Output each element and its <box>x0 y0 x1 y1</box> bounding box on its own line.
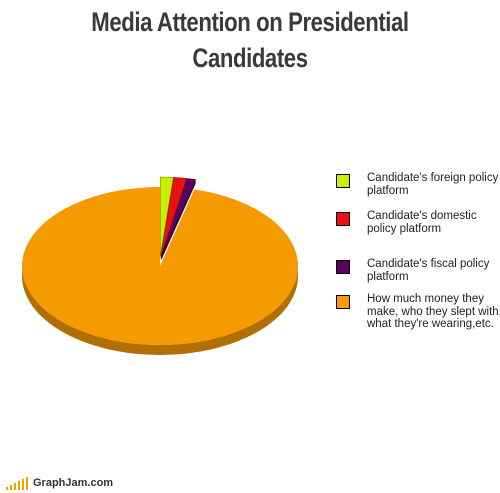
legend-swatch-domestic <box>336 212 350 226</box>
pie-slice-3 <box>21 187 298 345</box>
legend-label-foreign: Candidate's foreign policy platform <box>367 172 499 197</box>
pie-slice-1 <box>160 177 188 257</box>
legend-label-gossip: How much money they make, who they slept… <box>367 293 500 330</box>
legend-label-fiscal: Candidate's fiscal policy platform <box>367 258 490 283</box>
legend-swatch-fiscal <box>336 260 350 274</box>
pie-slice-2 <box>161 178 197 257</box>
brand-text: GraphJam.com <box>33 477 114 489</box>
legend-swatch-foreign <box>336 174 350 188</box>
legend-label-domestic: Candidate's domestic policy platform <box>367 210 477 235</box>
footer-brand[interactable]: GraphJam.com <box>6 474 113 490</box>
pie-slice-edge-2 <box>161 179 196 261</box>
chart-title: Media Attention on Presidential Candidat… <box>91 7 409 73</box>
graphjam-logo-icon <box>6 477 28 490</box>
legend-swatch-gossip <box>336 295 350 309</box>
pie-slice-0 <box>159 176 174 257</box>
